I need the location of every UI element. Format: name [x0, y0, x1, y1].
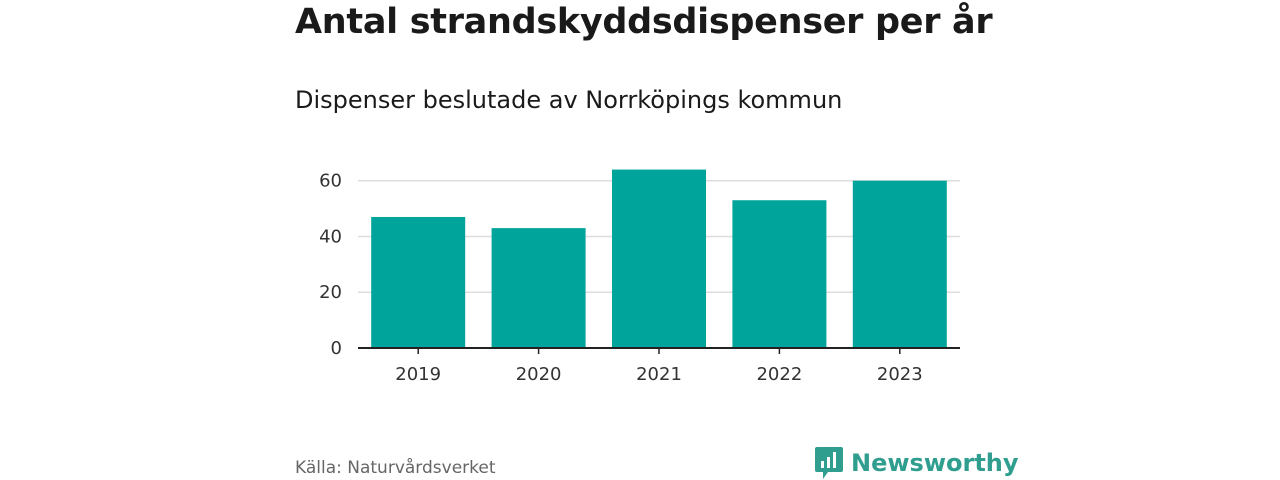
x-tick-label: 2020: [516, 364, 562, 385]
x-tick-label: 2022: [756, 364, 802, 385]
y-tick-label: 0: [331, 338, 342, 359]
y-tick-label: 60: [319, 171, 342, 192]
brand-logo[interactable]: Newsworthy: [814, 446, 1019, 480]
x-tick-label: 2021: [636, 364, 682, 385]
y-axis-ticks: 0 20 40 60: [319, 171, 342, 359]
bar-2023[interactable]: [852, 180, 947, 348]
chart-title: Antal strandskyddsdispenser per år: [295, 2, 993, 42]
y-tick-label: 40: [319, 226, 342, 247]
source-note: Källa: Naturvårdsverket: [295, 458, 496, 478]
bar-2020[interactable]: [491, 228, 586, 348]
x-tick-label: 2023: [877, 364, 923, 385]
bars: [371, 169, 947, 348]
bar-chart: 0 20 40 60 2019 2020 2021 2022 2023: [319, 169, 960, 385]
bar-2021[interactable]: [612, 169, 706, 348]
chart-subtitle: Dispenser beslutade av Norrköpings kommu…: [295, 86, 843, 114]
bar-2019[interactable]: [371, 216, 466, 348]
brand-name: Newsworthy: [851, 449, 1019, 477]
bar-chart-speech-bubble-icon: [815, 447, 843, 479]
y-tick-label: 20: [319, 282, 342, 303]
x-axis-ticks: 2019 2020 2021 2022 2023: [395, 348, 923, 385]
x-tick-label: 2019: [395, 364, 441, 385]
bar-2022[interactable]: [732, 200, 827, 348]
